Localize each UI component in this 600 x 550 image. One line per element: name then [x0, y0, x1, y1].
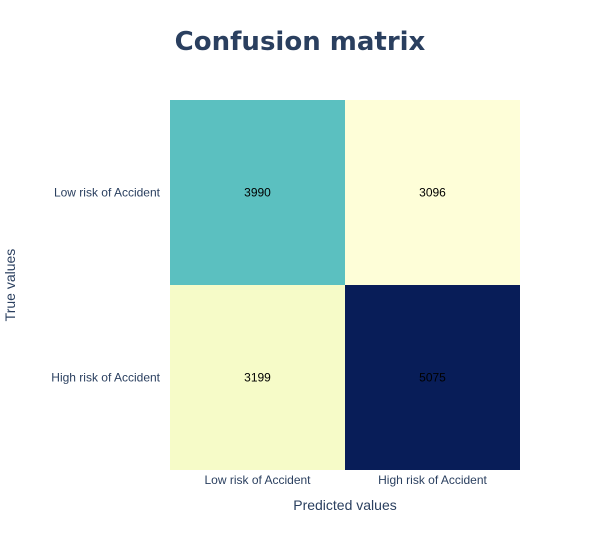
x-tick-label: High risk of Accident [378, 473, 487, 487]
y-tick-label: Low risk of Accident [54, 186, 161, 200]
cell-value-r1-c1: 5075 [419, 371, 446, 385]
heatmap-cell-r1-c1 [345, 285, 520, 470]
chart-title: Confusion matrix [175, 27, 426, 57]
x-axis-ticks: Low risk of Accident High risk of Acciden… [204, 473, 487, 487]
heatmap-cell-r1-c0 [170, 285, 345, 470]
y-axis-ticks: Low risk of Accident High risk of Acciden… [51, 186, 160, 385]
heatmap-cells [170, 100, 520, 470]
heatmap-cell-r0-c0 [170, 100, 345, 285]
cell-value-r1-c0: 3199 [244, 371, 271, 385]
cell-value-r0-c1: 3096 [419, 186, 446, 200]
heatmap-cell-r0-c1 [345, 100, 520, 285]
x-tick-label: Low risk of Accident [204, 473, 311, 487]
cell-value-r0-c0: 3990 [244, 186, 271, 200]
cell-labels: 3990 3096 3199 5075 [244, 186, 446, 385]
y-axis-title: True values [2, 249, 18, 322]
x-axis-title: Predicted values [293, 497, 397, 513]
y-tick-label: High risk of Accident [51, 371, 160, 385]
